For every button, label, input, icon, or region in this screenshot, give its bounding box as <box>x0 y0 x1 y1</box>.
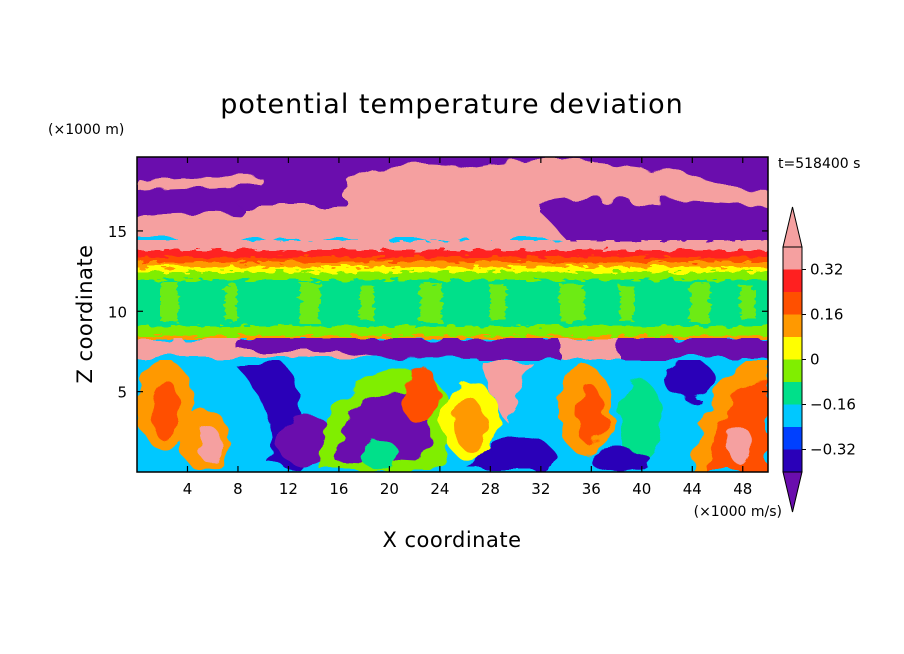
colorbar-segment <box>783 427 802 450</box>
plot-frame <box>136 156 769 473</box>
green-streaks <box>160 282 756 324</box>
x-tick-label: 12 <box>279 480 298 498</box>
y-tick-label: 10 <box>108 303 127 321</box>
colorbar-tick-label: 0.16 <box>810 306 843 324</box>
x-tick-label: 20 <box>380 480 399 498</box>
colorbar-tick-label: −0.16 <box>810 396 856 414</box>
colorbar-tick-label: −0.32 <box>810 441 856 459</box>
x-unit-label: (×1000 m/s) <box>694 504 782 520</box>
colorbar-extend-bottom <box>782 471 803 513</box>
y-axis-label: Z coordinate <box>73 244 97 383</box>
x-ticks: 4 8 12 16 20 24 28 32 36 40 44 48 <box>183 157 752 498</box>
y-tick-label: 5 <box>117 384 127 402</box>
colorbar: 0.32 0.16 0 −0.16 −0.32 <box>782 206 856 513</box>
time-label: t=518400 s <box>778 156 860 172</box>
colorbar-segment <box>783 382 802 405</box>
colorbar-segment <box>783 359 802 382</box>
y-unit-label: (×1000 m) <box>48 122 124 138</box>
x-tick-label: 44 <box>683 480 702 498</box>
colorbar-tick-label: 0 <box>810 351 820 369</box>
colorbar-segment <box>783 337 802 360</box>
colorbar-segment <box>783 404 802 427</box>
heatmap-field <box>137 157 768 472</box>
colorbar-extend-top <box>782 206 803 248</box>
x-axis-label: X coordinate <box>382 528 521 552</box>
x-tick-label: 32 <box>531 480 550 498</box>
colorbar-segment <box>783 292 802 315</box>
lower-interface <box>137 338 768 361</box>
x-tick-label: 8 <box>233 480 243 498</box>
x-tick-label: 16 <box>329 480 348 498</box>
colorbar-segment <box>783 314 802 337</box>
x-tick-label: 36 <box>582 480 601 498</box>
colorbar-segment <box>783 247 802 270</box>
chart-title: potential temperature deviation <box>220 89 683 120</box>
y-ticks: 5 10 15 <box>108 223 768 402</box>
x-tick-label: 48 <box>733 480 752 498</box>
colorbar-segment <box>783 449 802 472</box>
x-tick-label: 24 <box>430 480 449 498</box>
colorbar-tick-label: 0.32 <box>810 261 843 279</box>
x-tick-label: 28 <box>481 480 500 498</box>
mid-layer <box>137 240 768 340</box>
x-tick-label: 40 <box>632 480 651 498</box>
x-tick-label: 4 <box>183 480 193 498</box>
y-tick-label: 15 <box>108 223 127 241</box>
lower-layer <box>137 360 768 472</box>
colorbar-segment <box>783 269 802 292</box>
